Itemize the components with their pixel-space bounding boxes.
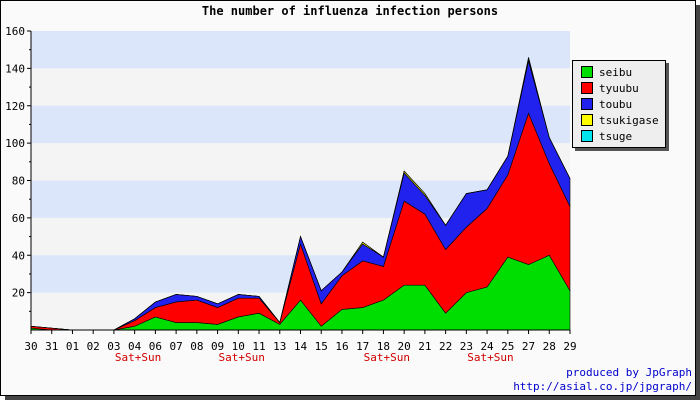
x-tick-label: 04 [128, 340, 142, 353]
x-tick-label: 25 [501, 340, 514, 353]
legend-item-tsukigase: tsukigase [581, 112, 665, 128]
y-tick-label: 80 [12, 175, 25, 188]
x-tick-label: 23 [460, 340, 473, 353]
legend-swatch [581, 130, 593, 142]
legend-item-seibu: seibu [581, 64, 665, 80]
legend-item-toubu: toubu [581, 96, 665, 112]
y-tick-label: 100 [5, 137, 25, 150]
chart-title: The number of influenza infection person… [201, 4, 499, 18]
y-tick-label: 20 [12, 287, 25, 300]
y-tick-label: 160 [5, 25, 25, 38]
x-tick-label: 31 [45, 340, 58, 353]
x-tick-label: 17 [356, 340, 369, 353]
x-tick-label: 14 [294, 340, 308, 353]
legend-label: seibu [599, 65, 633, 79]
x-tick-label: 22 [439, 340, 452, 353]
x-tick-label: 10 [232, 340, 245, 353]
legend-swatch [581, 98, 593, 110]
x-tick-label: 16 [335, 340, 348, 353]
legend-label: tyuubu [599, 81, 639, 95]
x-tick-label: 09 [211, 340, 224, 353]
x-tick-label: 06 [149, 340, 162, 353]
weekend-label: Sat+Sun [364, 351, 410, 364]
grid-band [31, 105, 570, 144]
x-tick-label: 13 [273, 340, 286, 353]
x-tick-label: 20 [398, 340, 411, 353]
grid-band [31, 31, 570, 69]
x-tick-label: 21 [418, 340, 431, 353]
weekend-label: Sat+Sun [467, 351, 513, 364]
x-tick-label: 27 [522, 340, 535, 353]
y-tick-label: 60 [12, 212, 25, 225]
legend-item-tyuubu: tyuubu [581, 80, 665, 96]
legend-label: tsuge [599, 129, 633, 143]
legend-swatch [581, 82, 593, 94]
x-tick-label: 30 [24, 340, 37, 353]
x-tick-label: 07 [169, 340, 182, 353]
x-tick-label: 29 [563, 340, 576, 353]
x-tick-label: 01 [66, 340, 79, 353]
legend-swatch [581, 66, 593, 78]
legend-label: tsukigase [599, 113, 659, 127]
credit-url[interactable]: http://asial.co.jp/jpgraph/ [513, 380, 692, 393]
x-tick-label: 03 [107, 340, 120, 353]
y-tick-label: 120 [5, 100, 25, 113]
legend: seibu tyuubu toubu tsukigase tsuge [572, 60, 666, 148]
x-tick-label: 15 [315, 340, 328, 353]
legend-item-tsuge: tsuge [581, 128, 665, 144]
x-tick-label: 02 [87, 340, 100, 353]
weekend-label: Sat+Sun [218, 351, 264, 364]
y-tick-label: 140 [5, 62, 25, 75]
y-tick-label: 40 [12, 249, 25, 262]
legend-swatch [581, 114, 593, 126]
credit-line: produced by JpGraph [566, 366, 692, 379]
series-area-tsuge [30, 57, 571, 331]
legend-label: toubu [599, 97, 633, 111]
x-tick-label: 08 [190, 340, 203, 353]
x-tick-label: 18 [377, 340, 390, 353]
x-tick-label: 11 [252, 340, 265, 353]
x-tick-label: 28 [543, 340, 556, 353]
x-tick-label: 24 [480, 340, 494, 353]
weekend-label: Sat+Sun [115, 351, 161, 364]
